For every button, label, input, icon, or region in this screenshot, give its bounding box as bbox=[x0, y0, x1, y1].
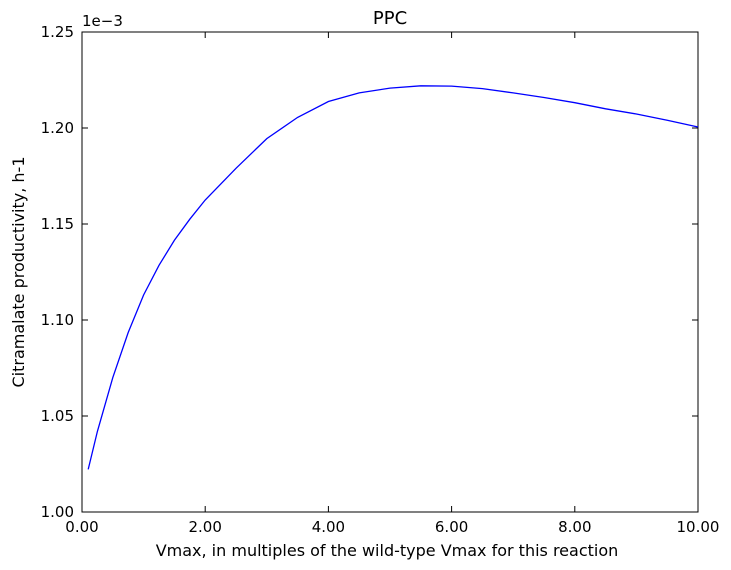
x-tick-label: 4.00 bbox=[312, 518, 345, 536]
y-tick-label: 1.05 bbox=[41, 407, 74, 425]
y-tick-label: 1.20 bbox=[41, 119, 74, 137]
axis-ticks bbox=[81, 31, 699, 513]
y-tick-label: 1.00 bbox=[41, 503, 74, 521]
y-tick-label: 1.25 bbox=[41, 23, 74, 41]
series-line bbox=[87, 85, 699, 470]
x-tick-label: 6.00 bbox=[435, 518, 468, 536]
plot-area bbox=[81, 31, 699, 513]
x-tick-label: 2.00 bbox=[188, 518, 221, 536]
y-axis-title: Citramalate productivity, h-1 bbox=[9, 156, 28, 387]
y-multiplier-label: 1e−3 bbox=[82, 12, 123, 30]
y-tick-label: 1.15 bbox=[41, 215, 74, 233]
x-axis-title: Vmax, in multiples of the wild-type Vmax… bbox=[156, 541, 619, 560]
x-tick-label: 0.00 bbox=[65, 518, 98, 536]
x-tick-label: 8.00 bbox=[558, 518, 591, 536]
tick-labels: 0.00 2.00 4.00 6.00 8.00 10.00 1.00 1.05 1.10 1.1… bbox=[41, 23, 720, 536]
chart-title: PPC bbox=[373, 8, 407, 29]
y-tick-label: 1.10 bbox=[41, 311, 74, 329]
x-tick-label: 10.00 bbox=[677, 518, 720, 536]
